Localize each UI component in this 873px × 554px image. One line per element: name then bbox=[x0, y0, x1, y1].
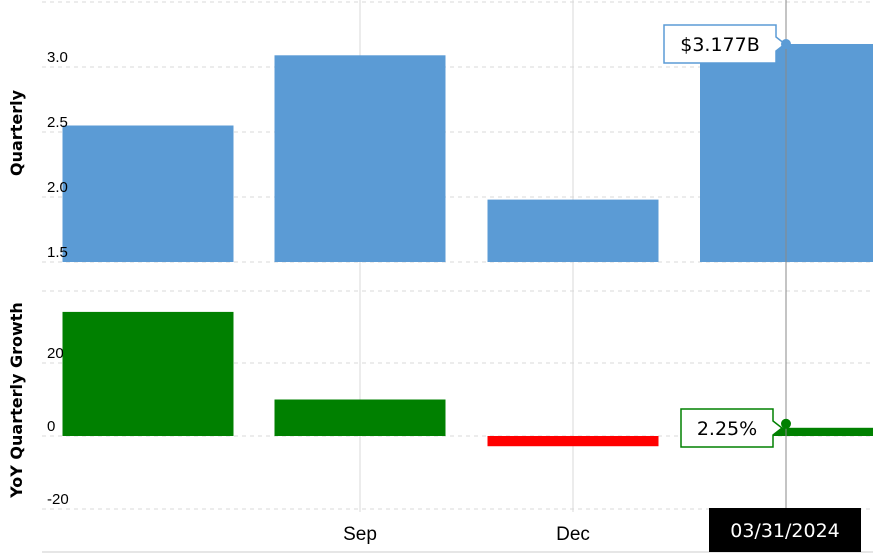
quarterly-bar bbox=[487, 199, 659, 262]
axis-layer: Quarterly YoY Quarterly Growth bbox=[7, 89, 26, 498]
crosshair-date-box bbox=[709, 508, 861, 552]
growth-bar bbox=[62, 311, 234, 436]
x-tick-label: Sep bbox=[343, 524, 377, 545]
growth-bar bbox=[487, 436, 659, 447]
y-tick-label: 20 bbox=[47, 345, 64, 362]
growth-tooltip bbox=[680, 408, 784, 448]
growth-tooltip-label: 2.25% bbox=[697, 418, 757, 440]
tick-layer: 1.5 2.0 2.5 3.0 -20 0 20 Sep Dec bbox=[47, 49, 590, 545]
bottom-y-axis-title: YoY Quarterly Growth bbox=[7, 302, 26, 499]
quarterly-bar bbox=[274, 55, 446, 262]
y-tick-label: -20 bbox=[47, 491, 69, 508]
quarterly-bar bbox=[62, 125, 234, 262]
crosshair-point-marker bbox=[781, 418, 791, 429]
quarterly-tooltip-label: $3.177B bbox=[680, 34, 760, 56]
bars-layer bbox=[62, 43, 873, 447]
crosshair-date-label: 03/31/2024 bbox=[730, 520, 840, 542]
quarterly-tooltip bbox=[663, 24, 787, 64]
overlay-layer: $3.177B 2.25% 03/31/2024 bbox=[663, 0, 861, 552]
top-y-axis-title: Quarterly bbox=[7, 89, 26, 176]
y-tick-label: 2.0 bbox=[47, 179, 68, 196]
y-tick-label: 2.5 bbox=[47, 114, 68, 131]
crosshair-point-marker bbox=[781, 38, 791, 49]
x-tick-label: Dec bbox=[556, 524, 590, 545]
y-tick-label: 0 bbox=[47, 418, 55, 435]
growth-bar bbox=[274, 399, 446, 436]
y-tick-label: 3.0 bbox=[47, 49, 68, 66]
y-tick-label: 1.5 bbox=[47, 244, 68, 261]
